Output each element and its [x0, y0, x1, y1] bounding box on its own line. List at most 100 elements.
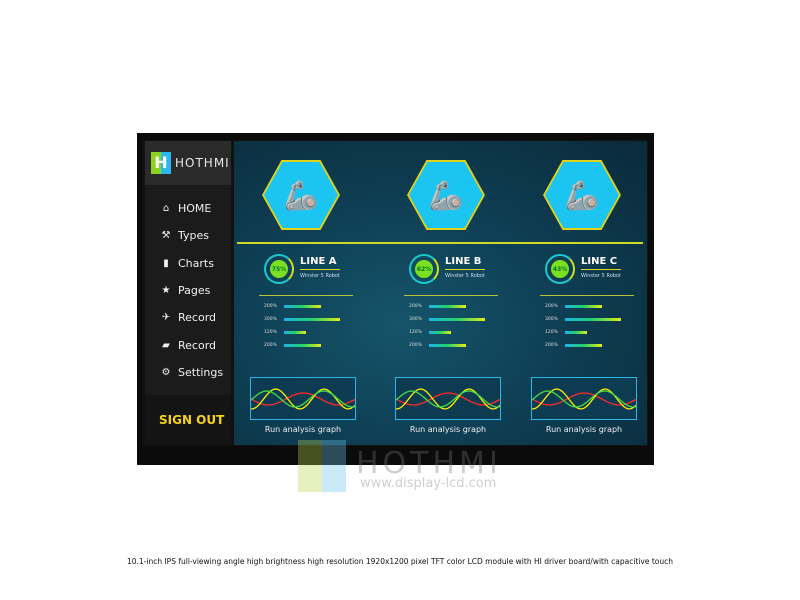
bar-label: 200% [545, 342, 558, 348]
red-series [395, 392, 501, 406]
green-series [395, 390, 501, 408]
bar-label: 200% [409, 303, 422, 309]
bar-label: 120% [409, 329, 422, 335]
divider [404, 295, 498, 296]
bar [429, 304, 467, 308]
bar-row: 120% [264, 328, 307, 336]
sidebar-item-label: Types [178, 229, 209, 243]
sidebar-item-types[interactable]: ⚒ Types [159, 222, 223, 249]
robot-arm-icon: ⚒ [161, 230, 171, 242]
bar-label: 200% [409, 342, 422, 348]
bar-row: 200% [409, 341, 467, 349]
line-subtitle: Winster 5 Robot [445, 273, 485, 279]
bar [429, 343, 467, 347]
bar-label: 300% [264, 316, 277, 322]
graph-caption: Run analysis graph [264, 425, 342, 434]
sidebar-item-pages[interactable]: ★ Pages [159, 277, 223, 304]
watermark-logo [298, 440, 346, 492]
dashboard: 🦾 75% LINE A Winster 5 Robot 200% 300% 120%… [234, 141, 647, 445]
bar-label: 200% [264, 303, 277, 309]
bar-row: 300% [264, 315, 340, 323]
sidebar-item-settings[interactable]: ⚙ Settings [159, 359, 224, 386]
bar [284, 317, 340, 321]
sidebar-item-label: Charts [178, 256, 214, 270]
bar-row: 200% [545, 302, 603, 310]
sidebar-item-label: Settings [178, 365, 224, 379]
graph-svg [250, 388, 356, 410]
bar-chart-icon: ▮ [163, 257, 169, 269]
bar-label: 200% [545, 303, 558, 309]
divider [540, 295, 634, 296]
watermark-name: HOTHMI [356, 446, 502, 481]
bar-row: 200% [264, 341, 322, 349]
robot-arm-icon: 🦾 [545, 162, 619, 228]
run-analysis-graph[interactable] [395, 377, 501, 420]
bar-row: 200% [264, 302, 322, 310]
sidebar-item-record[interactable]: ✈ Record [159, 304, 223, 331]
sidebar: H HOTHMI ⌂ HOME ⚒ Types ▮ Charts ★ Pages ✈ Record… [145, 141, 231, 445]
graph-caption: Run analysis graph [545, 425, 623, 434]
green-series [250, 390, 356, 408]
red-series [531, 392, 637, 406]
red-series [250, 392, 356, 406]
pin-icon: ✈ [161, 312, 171, 324]
run-analysis-graph[interactable] [250, 377, 356, 420]
graph-caption: Run analysis graph [409, 425, 487, 434]
bar-row: 200% [409, 302, 467, 310]
robot-arm-icon: 🦾 [264, 162, 338, 228]
bar [565, 330, 588, 334]
bar [284, 304, 322, 308]
bar-label: 120% [545, 329, 558, 335]
sidebar-item-label: Record [178, 338, 217, 352]
bar-label: 300% [409, 316, 422, 322]
divider [237, 242, 643, 244]
bar-row: 300% [545, 315, 621, 323]
bar-label: 200% [264, 342, 277, 348]
sidebar-menu: ⌂ HOME ⚒ Types ▮ Charts ★ Pages ✈ Record ▰ Record ⚙ S… [159, 195, 224, 386]
line-hexagon[interactable]: 🦾 [262, 160, 340, 230]
run-analysis-graph[interactable] [531, 377, 637, 420]
watermark-url: www.display-lcd.com [360, 476, 497, 491]
sidebar-item-label: Pages [178, 284, 211, 298]
bar-row: 300% [409, 315, 485, 323]
sidebar-item-label: Record [178, 311, 217, 325]
line-hexagon[interactable]: 🦾 [407, 160, 485, 230]
percent: 62% [415, 260, 433, 278]
bar-row: 120% [545, 328, 588, 336]
bar-label: 300% [545, 316, 558, 322]
progress-ring: 75% [264, 254, 294, 284]
logo-text: HOTHMI [175, 156, 230, 170]
product-caption: 10.1-inch IPS full-viewing angle high br… [126, 557, 674, 566]
bar [565, 317, 621, 321]
star-icon: ★ [161, 285, 171, 297]
graph-svg [531, 388, 637, 410]
percent: 75% [270, 260, 288, 278]
sidebar-item-charts[interactable]: ▮ Charts [159, 250, 223, 277]
bar-row: 200% [545, 341, 603, 349]
yellow-series [250, 388, 356, 410]
progress-ring: 43% [545, 254, 575, 284]
line-title: LINE A [300, 256, 340, 270]
sidebar-item-record[interactable]: ▰ Record [159, 331, 223, 358]
line-subtitle: Winster 5 Robot [581, 273, 621, 279]
logo: H HOTHMI [145, 141, 231, 185]
sidebar-item-label: HOME [178, 202, 212, 216]
gear-icon: ⚙ [161, 366, 171, 378]
divider [259, 295, 353, 296]
line-title: LINE B [445, 256, 485, 270]
sidebar-item-home[interactable]: ⌂ HOME [159, 195, 223, 222]
line-hexagon[interactable]: 🦾 [543, 160, 621, 230]
bar [429, 317, 485, 321]
logo-mark: H [151, 152, 171, 174]
bar [565, 304, 603, 308]
sign-out-button[interactable]: SIGN OUT [145, 395, 231, 445]
bar [565, 343, 603, 347]
bar [429, 330, 452, 334]
green-series [531, 390, 637, 408]
yellow-series [395, 388, 501, 410]
bar-row: 120% [409, 328, 452, 336]
robot-arm-icon: 🦾 [409, 162, 483, 228]
bar-label: 120% [264, 329, 277, 335]
bar [284, 330, 307, 334]
line-subtitle: Winster 5 Robot [300, 273, 340, 279]
